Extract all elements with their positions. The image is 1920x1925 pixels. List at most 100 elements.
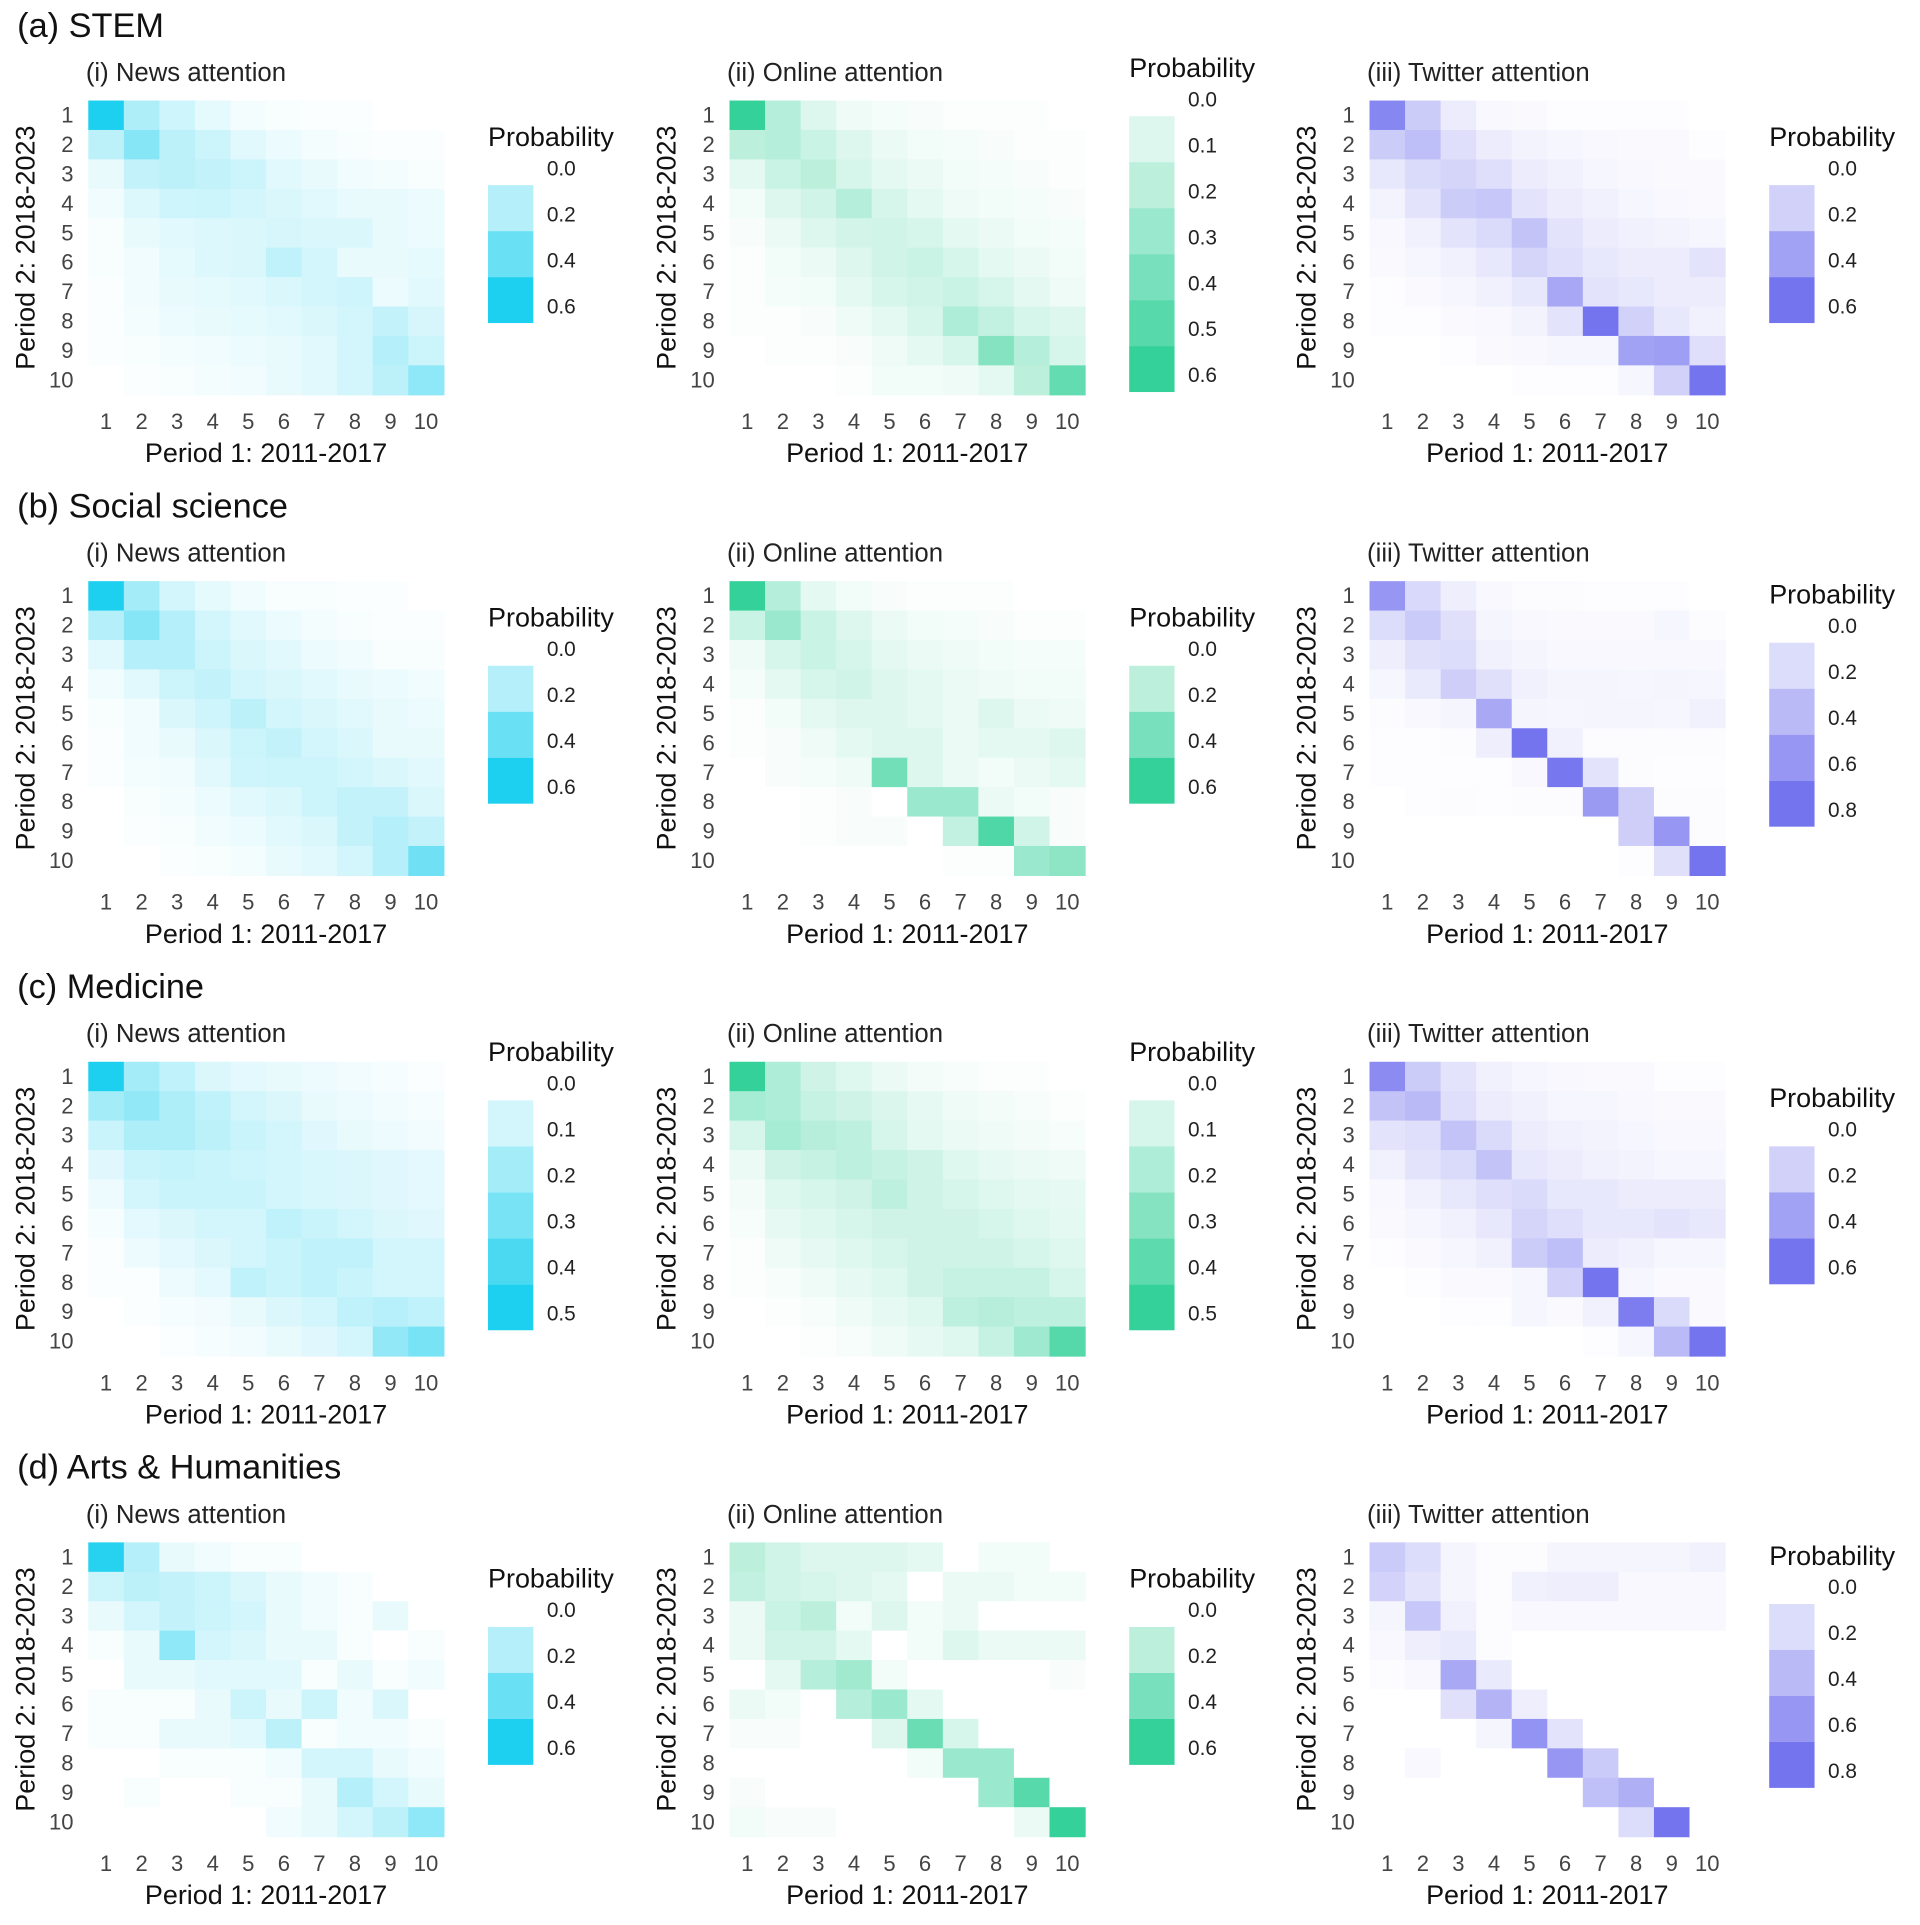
heatmap-cell — [88, 365, 125, 396]
heatmap-cell — [266, 698, 303, 729]
heatmap-cell — [372, 335, 409, 366]
heatmap-cell — [836, 816, 873, 847]
heatmap-cell — [871, 365, 908, 396]
legend-label: 0.2 — [1188, 180, 1217, 203]
heatmap-cell — [88, 581, 125, 612]
y-tick-label: 10 — [49, 848, 74, 873]
heatmap-cell — [1476, 335, 1513, 366]
heatmap-cell — [1369, 1777, 1406, 1808]
heatmap-cell — [1618, 1179, 1655, 1210]
heatmap-cell — [123, 188, 160, 219]
heatmap-cell — [1653, 247, 1691, 278]
heatmap-cell — [408, 816, 445, 847]
heatmap-cell — [123, 1718, 160, 1749]
x-tick-label: 6 — [919, 1851, 931, 1876]
heatmap-cell — [1369, 1208, 1406, 1239]
heatmap-cell — [1013, 129, 1051, 160]
y-tick-label: 1 — [61, 1544, 73, 1569]
heatmap-cell — [372, 1748, 409, 1779]
heatmap-cell — [729, 1807, 766, 1838]
heatmap-cell — [123, 1630, 160, 1661]
heatmap-cell — [907, 1777, 944, 1808]
heatmap-cell — [1547, 1326, 1584, 1357]
y-tick-label: 4 — [703, 191, 715, 216]
y-tick-label: 9 — [61, 1780, 73, 1805]
heatmap-cell — [1049, 1120, 1086, 1151]
heatmap-cell — [871, 335, 908, 366]
heatmap-cell — [1405, 247, 1442, 278]
heatmap-cell — [765, 1179, 802, 1210]
heatmap-cell — [301, 757, 338, 788]
heatmap-cell — [1405, 335, 1442, 366]
y-axis-label: Period 2: 2018-2023 — [652, 125, 682, 369]
x-tick-label: 4 — [1488, 1851, 1500, 1876]
heatmap-cell — [1618, 188, 1655, 219]
heatmap-cell — [907, 1091, 944, 1122]
x-tick-label: 5 — [1523, 1370, 1535, 1395]
heatmap-cell — [88, 247, 125, 278]
heatmap-cell — [942, 1777, 980, 1808]
legend-label: 0.6 — [1828, 295, 1857, 318]
heatmap-cell — [1689, 277, 1726, 308]
heatmap-cell — [942, 787, 980, 818]
heatmap-cell — [1013, 1179, 1051, 1210]
legend-label: 0.2 — [1828, 203, 1857, 226]
heatmap-cell — [1476, 1571, 1513, 1602]
heatmap-cell — [266, 247, 303, 278]
heatmap-cell — [408, 218, 445, 249]
x-tick-label: 8 — [1630, 1851, 1642, 1876]
heatmap-cell — [408, 845, 445, 877]
legend-label: 0.2 — [1828, 1165, 1857, 1188]
y-tick-label: 1 — [1343, 1064, 1355, 1089]
x-tick-label: 10 — [414, 1851, 439, 1876]
heatmap-cell — [337, 1179, 374, 1210]
x-tick-label: 5 — [1523, 890, 1535, 915]
legend-label: 0.2 — [1828, 1622, 1857, 1645]
heatmap-cell — [159, 669, 196, 700]
heatmap-cell — [159, 1061, 196, 1092]
y-tick-label: 8 — [703, 1750, 715, 1775]
legend-label: 0.0 — [1188, 1073, 1217, 1096]
heatmap-cell — [1653, 129, 1691, 160]
heatmap-cell — [123, 306, 160, 337]
heatmap-cell — [942, 277, 980, 308]
heatmap-cell — [301, 1297, 338, 1328]
heatmap-cell — [1013, 1120, 1051, 1151]
heatmap-cell — [729, 1748, 766, 1779]
y-tick-label: 6 — [1343, 730, 1355, 755]
heatmap-cell — [372, 640, 409, 671]
heatmap-cell — [1618, 1297, 1655, 1328]
heatmap-cell — [1476, 845, 1513, 877]
x-tick-label: 5 — [883, 1851, 895, 1876]
heatmap-cell — [88, 1297, 125, 1328]
heatmap-cell — [1511, 1061, 1548, 1092]
y-tick-label: 4 — [1343, 1633, 1355, 1658]
heatmap-cell — [1013, 1267, 1051, 1298]
heatmap-cell — [123, 1777, 160, 1808]
heatmap-cell — [230, 581, 267, 612]
heatmap-cell — [1653, 1807, 1691, 1838]
x-tick-label: 4 — [848, 1851, 860, 1876]
heatmap-cell — [337, 1807, 374, 1838]
heatmap-cell — [729, 845, 766, 877]
heatmap-cell — [942, 218, 980, 249]
heatmap-cell — [301, 640, 338, 671]
heatmap-cell — [159, 1297, 196, 1328]
heatmap-cell — [1476, 1718, 1513, 1749]
heatmap-cell — [1511, 365, 1548, 396]
legend-label: 0.4 — [547, 730, 576, 753]
heatmap-cell — [1547, 1061, 1584, 1092]
heatmap-cell — [836, 247, 873, 278]
heatmap-cell — [836, 277, 873, 308]
heatmap-cell — [408, 100, 445, 131]
y-tick-label: 10 — [690, 1809, 715, 1834]
heatmap-cell — [729, 1061, 766, 1092]
heatmap-cell — [1049, 1238, 1086, 1269]
heatmap-cell — [337, 1297, 374, 1328]
x-tick-label: 3 — [812, 1370, 824, 1395]
heatmap-cell — [123, 845, 160, 877]
heatmap-cell — [1653, 1150, 1691, 1181]
heatmap-cell — [1405, 218, 1442, 249]
y-axis-label: Period 2: 2018-2023 — [10, 606, 40, 850]
